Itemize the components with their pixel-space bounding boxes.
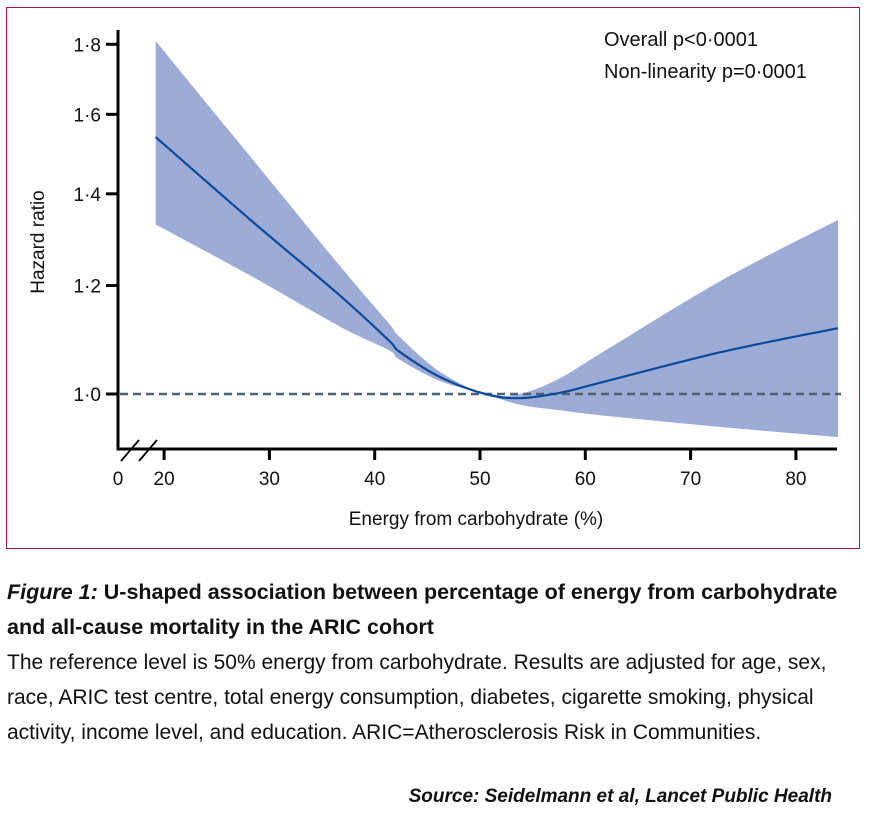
- confidence-band: [155, 40, 839, 438]
- annotation-nonlinearity-p: Non-linearity p=0·0001: [604, 61, 807, 83]
- y-tick-label: 1·4: [74, 185, 102, 206]
- x-axis-title: Energy from carbohydrate (%): [349, 509, 604, 530]
- hazard-ratio-line: [154, 136, 839, 400]
- axis-break-mark: [138, 439, 158, 462]
- x-tick-label: 20: [154, 469, 175, 490]
- x-tick-label: 50: [469, 469, 490, 490]
- caption-body: The reference level is 50% energy from c…: [7, 651, 827, 744]
- x-tick-label: 70: [680, 469, 701, 490]
- caption-title-text: U-shaped association between percentage …: [7, 580, 838, 639]
- figure-frame: [6, 7, 860, 549]
- y-axis-title: Hazard ratio: [28, 190, 49, 294]
- y-tick-label: 1·8: [74, 35, 101, 56]
- axis-break-mark: [120, 439, 140, 462]
- x-tick-label: 80: [785, 469, 806, 490]
- chart: 0 20 30 40 50 60 70 80 1·0 1·2 1·4 1·6 1·8 Energy fr…: [28, 29, 841, 530]
- figure-label: Figure 1:: [7, 580, 98, 604]
- y-tick-label: 1·0: [74, 385, 101, 406]
- x-tick-label: 40: [364, 469, 385, 490]
- annotation-overall-p: Overall p<0·0001: [604, 29, 758, 51]
- x-tick-label: 60: [575, 469, 596, 490]
- y-tick-label: 1·6: [74, 105, 101, 126]
- x-tick-label: 30: [259, 469, 280, 490]
- caption-title: Figure 1: U-shaped association between p…: [7, 575, 857, 645]
- figure-caption: Figure 1: U-shaped association between p…: [7, 575, 857, 750]
- y-tick-label: 1·2: [74, 277, 101, 298]
- source-credit: Source: Seidelmann et al, Lancet Public …: [408, 786, 832, 807]
- x-tick-label: 0: [113, 469, 124, 490]
